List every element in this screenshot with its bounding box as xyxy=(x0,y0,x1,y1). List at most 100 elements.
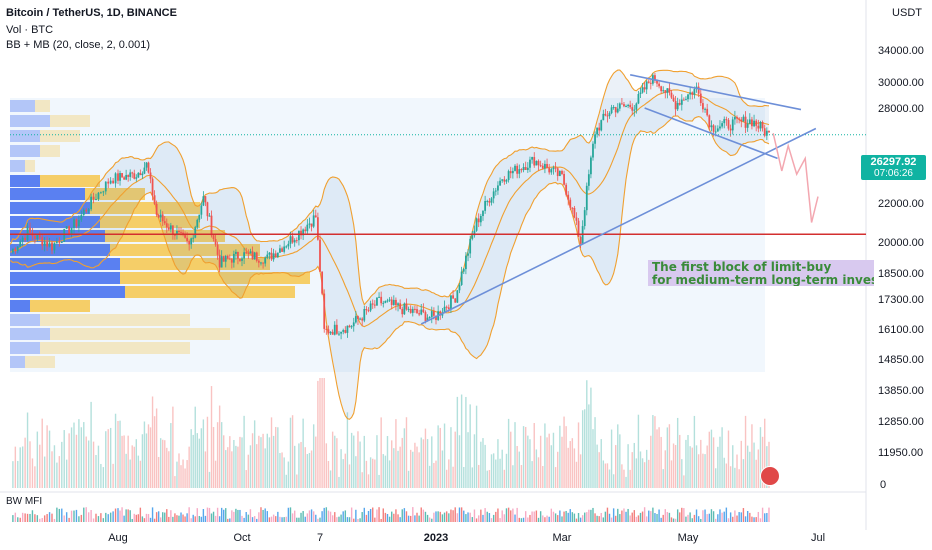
volume-bar xyxy=(422,439,425,488)
candle-body xyxy=(63,228,66,242)
mfi-bar xyxy=(471,517,474,522)
candle-body xyxy=(719,126,721,129)
volume-bar xyxy=(697,454,700,488)
volume-bar xyxy=(431,436,433,488)
candle-body xyxy=(202,196,205,206)
projection-path[interactable] xyxy=(772,133,819,223)
mfi-bar xyxy=(478,515,480,522)
volume-bar xyxy=(514,422,516,488)
volume-bar xyxy=(486,470,488,488)
mfi-bar xyxy=(639,512,642,522)
candle-body xyxy=(95,199,97,201)
mfi-bar xyxy=(296,517,298,522)
volume-legend[interactable]: Vol · BTC xyxy=(6,24,54,36)
volume-bar xyxy=(742,459,745,488)
candle-body xyxy=(133,173,136,179)
candle-body xyxy=(112,180,115,184)
volume-bar xyxy=(727,430,730,488)
mfi-bar xyxy=(208,507,211,522)
mfi-bar xyxy=(327,510,330,522)
mfi-bar xyxy=(233,511,235,522)
volume-bar xyxy=(664,450,666,488)
volume-bar xyxy=(573,448,576,488)
mfi-bar xyxy=(68,517,70,522)
channel-upper-line[interactable] xyxy=(630,74,802,111)
volume-bar xyxy=(563,416,565,488)
volume-bar xyxy=(704,454,706,488)
candle-body xyxy=(450,295,452,310)
us-flag-icon[interactable] xyxy=(760,466,780,486)
volume-bar xyxy=(702,453,704,488)
mfi-bar xyxy=(676,509,679,522)
volume-bar xyxy=(617,424,619,488)
candle-body xyxy=(276,252,279,258)
volume-bar xyxy=(458,435,461,488)
channel-lower-line[interactable] xyxy=(644,107,778,160)
volume-bar xyxy=(629,469,631,488)
volume-bar xyxy=(475,405,478,488)
volume-bar xyxy=(706,445,708,488)
time-tick-label: Aug xyxy=(108,532,128,544)
candle-body xyxy=(522,167,525,171)
volume-bar xyxy=(294,445,296,488)
mfi-bar xyxy=(604,511,607,522)
time-axis[interactable]: Aug Oct 7 2023 Mar May Jul xyxy=(108,532,825,544)
annotation-box[interactable]: The first block of limit-buy for medium-… xyxy=(648,260,874,286)
mfi-bar xyxy=(399,517,401,522)
volume-profile-buy xyxy=(10,258,120,270)
candle-body xyxy=(194,227,197,238)
candle-body xyxy=(660,86,663,92)
mfi-bar xyxy=(717,514,719,522)
mfi-bar xyxy=(598,516,600,522)
mfi-bar xyxy=(359,518,361,522)
mfi-bar xyxy=(751,516,753,522)
mfi-bar xyxy=(270,516,273,522)
mfi-bar xyxy=(544,517,546,522)
price-axis[interactable]: 34000.0030000.0028000.0024000.0022000.00… xyxy=(878,45,924,459)
mfi-bar xyxy=(147,514,150,522)
volume-bar xyxy=(137,455,140,488)
candle-body xyxy=(509,171,512,174)
mfi-bar xyxy=(85,507,87,522)
currency-label[interactable]: USDT xyxy=(892,7,922,19)
candle-body xyxy=(204,196,207,203)
mfi-bar xyxy=(97,516,100,522)
mfi-bar xyxy=(615,515,617,522)
candle-body xyxy=(541,165,544,169)
price-tick-label: 16100.00 xyxy=(878,324,924,336)
oscillator-legend[interactable]: BW MFI xyxy=(6,496,43,507)
volume-bar xyxy=(567,447,569,488)
volume-bar xyxy=(721,427,723,488)
volume-bar xyxy=(46,425,48,488)
time-tick-label: May xyxy=(678,532,699,544)
candle-body xyxy=(702,103,704,110)
candle-body xyxy=(274,253,277,258)
mfi-bar xyxy=(409,515,412,522)
mfi-bar xyxy=(204,515,207,522)
volume-bar xyxy=(214,460,217,488)
price-tick-label: 13850.00 xyxy=(878,385,924,397)
candle-body xyxy=(352,322,355,327)
volume-profile-sell xyxy=(50,328,230,340)
mfi-bar xyxy=(321,511,323,522)
mfi-bar xyxy=(225,508,227,522)
candle-body xyxy=(97,192,100,200)
volume-bar xyxy=(125,453,127,488)
mfi-bar xyxy=(65,512,68,522)
candle-body xyxy=(759,122,762,129)
bollinger-legend[interactable]: BB + MB (20, close, 2, 0.001) xyxy=(6,39,150,51)
volume-bar xyxy=(87,440,90,488)
ascending-trendline[interactable] xyxy=(420,127,817,325)
candle-body xyxy=(674,101,677,110)
volume-bar xyxy=(581,410,584,488)
mfi-bar xyxy=(759,518,762,522)
annotation-line-2: for medium-term long-term invest xyxy=(652,273,874,287)
symbol-title[interactable]: Bitcoin / TetherUS, 1D, BINANCE xyxy=(6,7,177,19)
candle-body xyxy=(761,122,764,129)
volume-bar xyxy=(251,433,254,488)
price-tick-label: 22000.00 xyxy=(878,198,924,210)
mfi-bar xyxy=(29,513,31,522)
candle-body xyxy=(577,220,580,237)
candle-body xyxy=(149,172,152,179)
